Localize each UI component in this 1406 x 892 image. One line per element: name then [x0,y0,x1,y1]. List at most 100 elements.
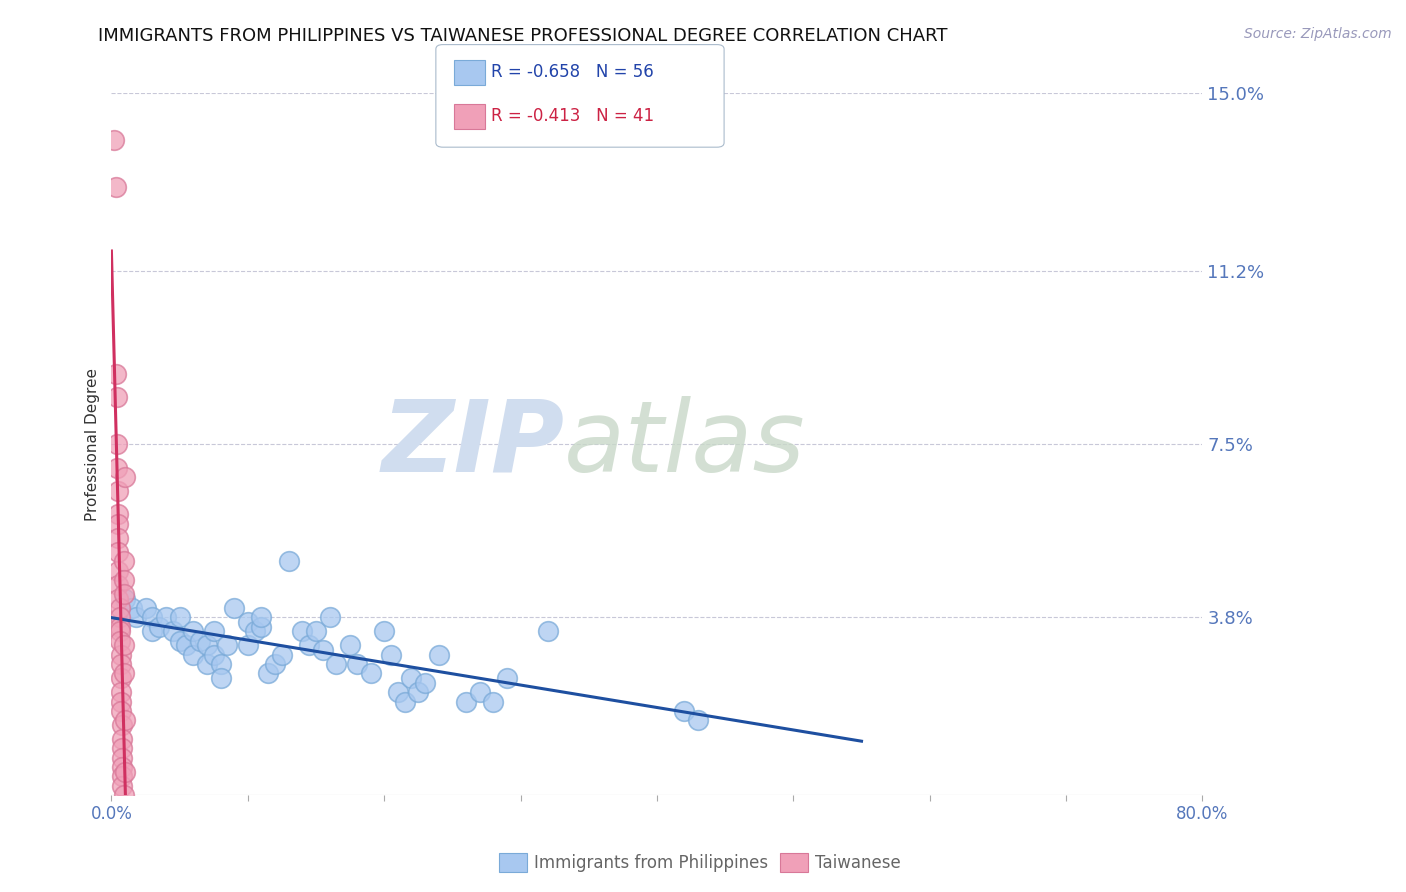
Point [107,508,129,522]
Point [360,666,382,681]
Point [107,516,129,531]
Text: IMMIGRANTS FROM PHILIPPINES VS TAIWANESE PROFESSIONAL DEGREE CORRELATION CHART: IMMIGRANTS FROM PHILIPPINES VS TAIWANESE… [98,27,948,45]
Point [112,639,135,653]
Point [209,657,232,671]
Point [195,639,218,653]
Point [107,591,129,606]
Point [111,750,134,764]
Point [224,601,246,615]
Point [148,620,170,634]
Point [413,675,436,690]
Point [112,587,135,601]
Point [134,601,156,615]
Text: ZIP: ZIP [381,396,564,492]
Point [155,610,177,624]
Point [346,657,368,671]
Point [243,624,266,639]
Point [250,610,273,624]
Point [318,610,340,624]
Point [176,639,198,653]
Point [114,470,136,484]
Text: R = -0.658   N = 56: R = -0.658 N = 56 [491,63,654,81]
Point [104,367,127,381]
Point [209,671,232,685]
Point [257,666,280,681]
Point [236,615,259,629]
Point [108,601,131,615]
Point [111,779,134,793]
Point [277,554,299,568]
Point [105,437,128,451]
Point [125,610,148,624]
Point [188,633,211,648]
Point [686,713,709,727]
Point [406,685,429,699]
Point [312,643,335,657]
Point [108,620,131,634]
Point [112,554,135,568]
Point [673,704,696,718]
Point [111,731,134,746]
Text: atlas: atlas [564,396,806,492]
Point [110,685,132,699]
Point [108,633,131,648]
Text: R = -0.413   N = 41: R = -0.413 N = 41 [491,107,654,125]
Point [110,671,132,685]
Point [264,657,287,671]
Point [141,624,163,639]
Point [373,624,395,639]
Point [387,685,409,699]
Text: Taiwanese: Taiwanese [815,854,901,871]
Point [250,620,273,634]
Point [325,657,347,671]
Point [107,545,129,559]
Point [105,391,128,405]
Text: Immigrants from Philippines: Immigrants from Philippines [534,854,769,871]
Point [121,601,143,615]
Point [482,694,505,708]
Point [298,639,321,653]
Point [468,685,491,699]
Point [112,666,135,681]
Point [162,624,184,639]
Point [181,648,204,662]
Point [111,769,134,783]
Point [108,610,131,624]
Point [103,133,125,147]
Point [217,639,239,653]
Point [107,483,129,498]
Text: Source: ZipAtlas.com: Source: ZipAtlas.com [1244,27,1392,41]
Point [401,671,423,685]
Point [112,788,135,802]
Point [394,694,416,708]
Point [305,624,328,639]
Point [110,657,132,671]
Point [169,633,191,648]
Point [141,610,163,624]
Point [427,648,450,662]
Point [202,624,225,639]
Point [107,564,129,578]
Point [236,639,259,653]
Point [496,671,519,685]
Point [105,460,128,475]
Point [339,639,361,653]
Point [169,610,191,624]
Point [202,648,225,662]
Point [110,648,132,662]
Point [270,648,292,662]
Point [111,718,134,732]
Point [107,577,129,591]
Point [110,704,132,718]
Point [111,741,134,756]
Point [291,624,314,639]
Point [195,657,218,671]
Point [181,624,204,639]
Point [454,694,477,708]
Point [114,591,136,606]
Point [111,760,134,774]
Point [112,573,135,587]
Point [108,624,131,639]
Point [110,694,132,708]
Point [114,713,136,727]
